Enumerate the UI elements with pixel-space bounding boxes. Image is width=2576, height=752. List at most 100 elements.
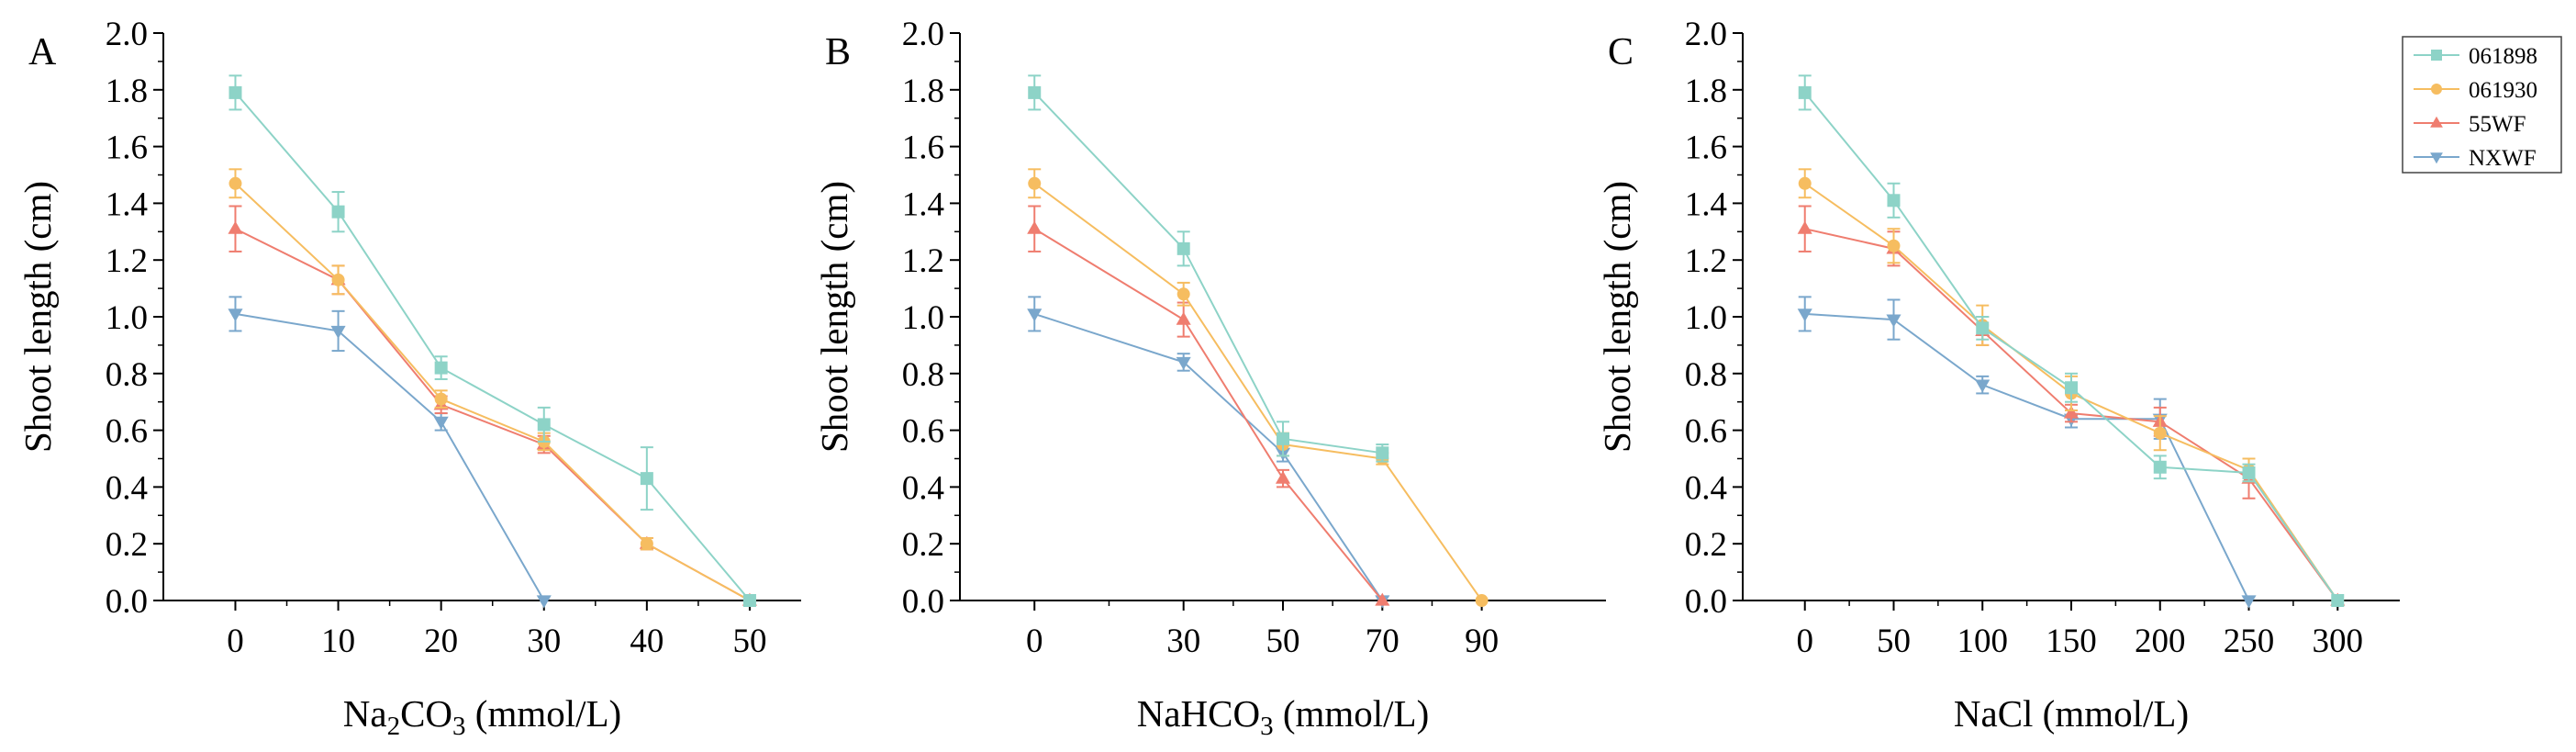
- series-061930: [1028, 168, 1489, 607]
- y-tick-label: 2.0: [902, 16, 944, 53]
- data-point: [1887, 239, 1901, 253]
- y-tick-label: 0.0: [106, 583, 148, 621]
- series-061898: [229, 74, 756, 607]
- x-tick-label: 0: [1796, 623, 1813, 660]
- y-tick-label: 0.6: [1685, 413, 1727, 451]
- y-tick-label: 0.8: [902, 356, 944, 394]
- y-tick-label: 0.4: [1685, 469, 1727, 507]
- data-point: [330, 325, 346, 339]
- y-tick-label: 2.0: [1685, 16, 1727, 53]
- y-tick-label: 1.0: [106, 299, 148, 337]
- x-axis-label: NaCl (mmol/L): [1954, 692, 2189, 735]
- x-axis-label-subscript: 3: [1260, 712, 1274, 741]
- data-point: [2242, 466, 2256, 479]
- legend-label: NXWF: [2469, 146, 2537, 171]
- legend-label: 55WF: [2469, 112, 2526, 137]
- y-tick-label: 0.4: [902, 469, 944, 507]
- y-tick-label: 1.6: [106, 129, 148, 167]
- legend-entry: 55WF: [2414, 112, 2526, 137]
- data-point: [2331, 594, 2345, 607]
- data-point: [1975, 379, 1991, 393]
- data-point: [229, 176, 242, 190]
- y-tick-label: 0.6: [106, 413, 148, 451]
- y-tick-label: 1.8: [106, 73, 148, 110]
- series-line: [1033, 228, 1384, 601]
- data-point: [1027, 220, 1043, 234]
- y-tick-label: 1.0: [1685, 299, 1727, 337]
- data-point: [1375, 592, 1390, 606]
- x-tick-label: 200: [2135, 623, 2186, 660]
- x-tick-label: 40: [630, 623, 664, 660]
- y-tick-label: 1.4: [1685, 185, 1727, 223]
- data-point: [1887, 194, 1901, 208]
- series-line: [1803, 92, 2339, 601]
- series-line: [234, 183, 751, 601]
- x-tick-label: 30: [1166, 623, 1200, 660]
- y-axis-label: Shoot length (cm): [1596, 181, 1638, 453]
- data-point: [1176, 241, 1190, 255]
- x-axis-label-subscript: 3: [452, 712, 466, 741]
- legend-entry: NXWF: [2414, 146, 2537, 171]
- y-tick-label: 0.2: [902, 526, 944, 564]
- x-axis-label-part: NaCl (mmol/L): [1954, 692, 2189, 735]
- panel-letter: B: [825, 31, 851, 73]
- y-axis-label: Shoot length (cm): [17, 181, 59, 453]
- data-point: [1798, 85, 1812, 99]
- y-tick-label: 0.8: [106, 356, 148, 394]
- x-axis-label: Na2CO3 (mmol/L): [343, 692, 621, 741]
- data-point: [2241, 595, 2257, 609]
- data-point: [228, 220, 243, 234]
- x-tick-label: 70: [1366, 623, 1400, 660]
- series-55WF: [1027, 205, 1390, 606]
- x-axis-label-subscript: 2: [387, 712, 401, 741]
- data-point: [537, 418, 551, 432]
- panel-b: 0.0 0.2 0.4 0.6 0.8 1.0 1.2 1.4 1.6 1.8 2.0 0 30 50 70…: [813, 16, 1606, 741]
- y-axis-label: Shoot length (cm): [813, 181, 855, 453]
- legend-entry: 061930: [2414, 78, 2537, 103]
- data-point: [228, 309, 243, 322]
- series-line: [234, 92, 751, 601]
- data-point: [1798, 176, 1812, 190]
- series-line: [235, 312, 545, 601]
- data-point: [331, 205, 345, 219]
- x-axis-label: NaHCO3 (mmol/L): [1137, 692, 1430, 741]
- y-tick-label: 1.8: [1685, 73, 1727, 110]
- x-tick-label: 50: [1877, 623, 1911, 660]
- data-point: [640, 537, 653, 551]
- y-tick-label: 1.0: [902, 299, 944, 337]
- series-line: [1033, 92, 1383, 455]
- panel-a: 0.0 0.2 0.4 0.6 0.8 1.0 1.2 1.4 1.6 1.8 2.0 0 10 20 30…: [17, 16, 801, 741]
- data-point: [433, 416, 449, 430]
- x-tick-label: 0: [227, 623, 244, 660]
- data-point: [1886, 314, 1901, 328]
- x-axis-label-part: Na: [343, 692, 387, 735]
- data-point: [2065, 381, 2078, 395]
- data-point: [640, 472, 653, 486]
- y-tick-label: 0.8: [1685, 356, 1727, 394]
- data-point: [434, 392, 448, 406]
- data-point: [1277, 432, 1289, 445]
- x-tick-label: 300: [2313, 623, 2364, 660]
- y-tick-label: 0.2: [1685, 526, 1727, 564]
- data-point: [434, 361, 448, 375]
- legend-label: 061898: [2469, 44, 2537, 69]
- data-point: [331, 273, 345, 286]
- x-tick-label: 10: [321, 623, 355, 660]
- series-061898: [1028, 74, 1389, 463]
- y-tick-label: 0.0: [902, 583, 944, 621]
- y-tick-label: 1.2: [1685, 242, 1727, 280]
- data-point: [1176, 287, 1190, 301]
- series-061930: [229, 168, 756, 607]
- x-tick-label: 30: [527, 623, 561, 660]
- legend: 061898 061930 55WF NXWF: [2402, 36, 2562, 174]
- data-point: [2063, 405, 2080, 419]
- data-point: [1475, 594, 1489, 607]
- y-tick-label: 0.4: [106, 469, 148, 507]
- series-061898: [1798, 74, 2345, 607]
- x-axis-label-part: (mmol/L): [466, 692, 622, 735]
- series-line: [235, 228, 751, 601]
- legend-box: [2402, 36, 2562, 174]
- data-point: [2153, 426, 2167, 440]
- series-55WF: [228, 205, 758, 606]
- legend-marker: [2431, 84, 2442, 95]
